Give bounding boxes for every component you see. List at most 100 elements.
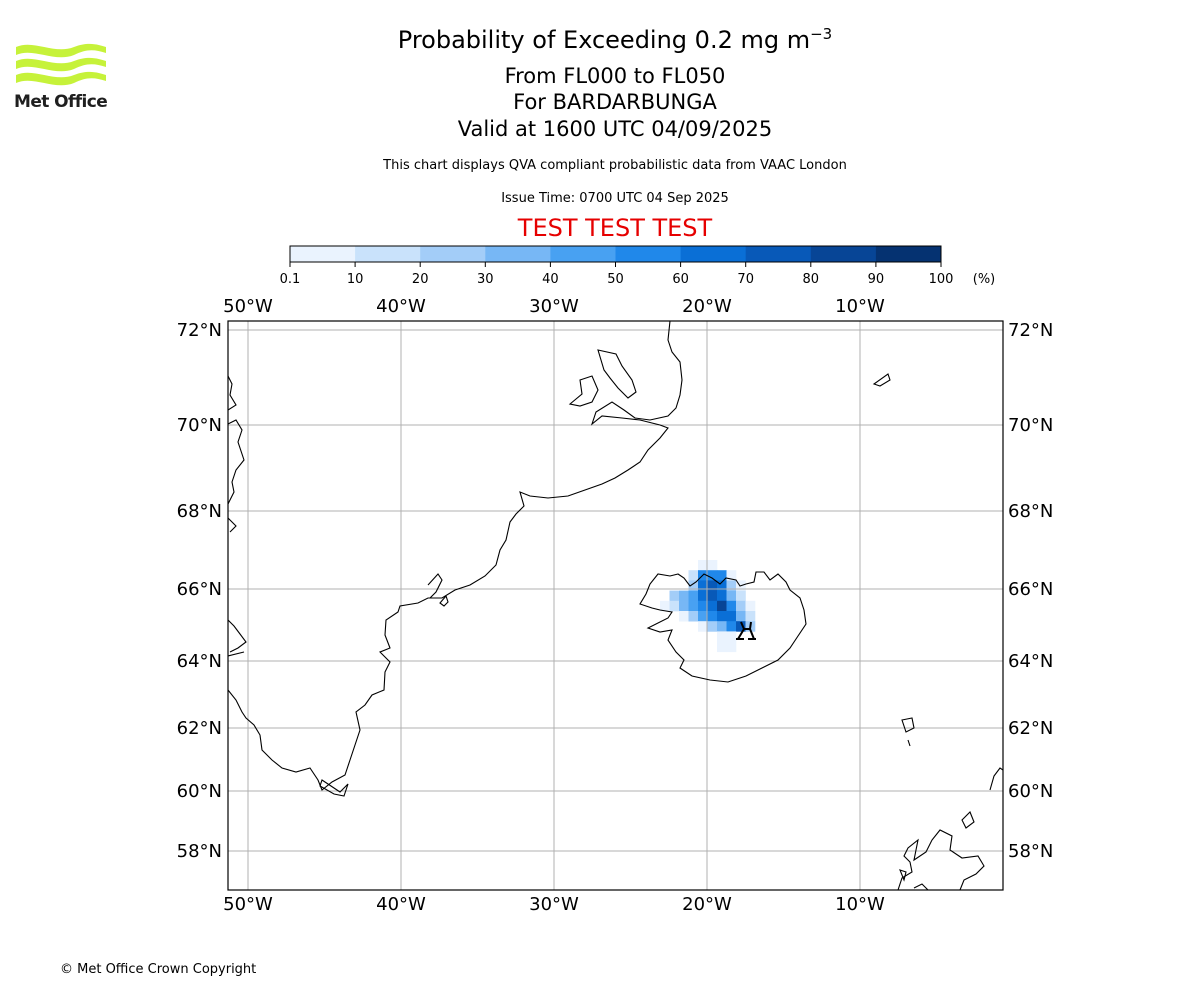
lat-label-left: 72°N [177, 320, 222, 341]
ash-cell [707, 600, 718, 612]
ash-cell [736, 600, 746, 612]
colorbar-cell [745, 246, 812, 262]
ash-cell [707, 580, 718, 591]
ash-cell [717, 600, 727, 612]
ash-cell [669, 590, 680, 602]
ash-cell [745, 600, 756, 612]
copyright-footer: © Met Office Crown Copyright [60, 962, 257, 977]
colorbar-unit: (%) [973, 272, 996, 287]
colorbar-tick-label: 50 [607, 272, 624, 287]
lat-label-right: 64°N [1008, 651, 1053, 672]
lat-label-left: 60°N [177, 781, 222, 802]
ash-cell [698, 600, 708, 612]
lon-label-top: 30°W [529, 296, 579, 317]
lat-label-left: 68°N [177, 501, 222, 522]
ash-cell [660, 600, 670, 612]
volcano-name: For BARDARBUNGA [513, 90, 717, 114]
valid-time: Valid at 1600 UTC 04/09/2025 [457, 117, 773, 141]
colorbar-tick-label: 40 [542, 272, 559, 287]
lon-label-bottom: 20°W [682, 894, 732, 915]
colorbar-cell [355, 246, 421, 262]
coastline-iceland [639, 571, 807, 683]
colorbar: 0.1 10 20 30 40 50 60 70 80 90 100 (%) [280, 245, 996, 287]
lat-label-right: 60°N [1008, 781, 1053, 802]
ash-cell [717, 641, 727, 653]
ash-cell [717, 570, 727, 581]
coastlines [228, 321, 1003, 890]
ash-cell [698, 570, 708, 581]
ash-cell [736, 580, 746, 591]
colorbar-tick-label: 90 [868, 272, 885, 287]
ash-cell [707, 611, 718, 622]
colorbar-tick-label: 0.1 [280, 272, 301, 287]
ash-cell [688, 611, 699, 622]
lat-label-right: 58°N [1008, 841, 1053, 862]
met-office-logo [16, 43, 106, 86]
colorbar-tick-label: 70 [737, 272, 754, 287]
colorbar-tick-label: 100 [929, 272, 954, 287]
ash-cell [698, 611, 708, 622]
lon-label-bottom: 10°W [835, 894, 885, 915]
colorbar-tick-label: 30 [477, 272, 494, 287]
colorbar-cell [420, 246, 486, 262]
ash-cell [726, 580, 737, 591]
ash-cell [679, 590, 689, 602]
colorbar-tick-label: 10 [347, 272, 364, 287]
lon-label-top: 40°W [376, 296, 426, 317]
lon-label-bottom: 50°W [223, 894, 273, 915]
lat-label-right: 70°N [1008, 415, 1053, 436]
lon-label-top: 50°W [223, 296, 273, 317]
colorbar-cell [615, 246, 681, 262]
volcano-icon [736, 621, 756, 640]
colorbar-tick-label: 20 [412, 272, 429, 287]
lat-label-right: 72°N [1008, 320, 1053, 341]
test-banner: TEST TEST TEST [517, 214, 713, 242]
map-frame [227, 320, 1004, 891]
coastline-greenland [228, 321, 683, 791]
lat-label-left: 64°N [177, 651, 222, 672]
logo-text: Met Office [14, 92, 108, 112]
ash-cell [669, 600, 680, 612]
lat-label-left: 62°N [177, 718, 222, 739]
ash-cell [717, 590, 727, 602]
lat-label-right: 62°N [1008, 718, 1053, 739]
ash-cell [679, 611, 689, 622]
ash-cell [717, 580, 727, 591]
graticule [228, 321, 1003, 890]
ash-cell [707, 590, 718, 602]
chart-title: Probability of Exceeding 0.2 mg m−3 [397, 25, 833, 54]
ash-cell [726, 631, 737, 642]
ash-cell [726, 611, 737, 622]
ash-cell [688, 570, 699, 581]
ash-cell [736, 590, 746, 602]
chart-note: This chart displays QVA compliant probab… [383, 158, 847, 173]
ash-cell [698, 621, 708, 632]
colorbar-cell [875, 246, 942, 262]
ash-cell [726, 570, 737, 581]
ash-cell [726, 641, 737, 653]
ash-cell [707, 621, 718, 632]
ash-cell [679, 600, 689, 612]
ash-cell [717, 631, 727, 642]
ash-cell [688, 590, 699, 602]
ash-cell [745, 621, 756, 632]
lon-label-bottom: 30°W [529, 894, 579, 915]
colorbar-tick-label: 80 [803, 272, 820, 287]
ash-cell [688, 580, 699, 591]
ash-cell [688, 600, 699, 612]
colorbar-cell [810, 246, 877, 262]
lat-label-left: 66°N [177, 579, 222, 600]
ash-cell [707, 570, 718, 581]
lat-label-left: 58°N [177, 841, 222, 862]
lat-label-left: 70°N [177, 415, 222, 436]
colorbar-cell [550, 246, 616, 262]
lat-label-right: 66°N [1008, 579, 1053, 600]
ash-cell [736, 621, 746, 632]
ash-probability-field [660, 560, 756, 653]
colorbar-cell [680, 246, 747, 262]
ash-cell [698, 560, 708, 571]
lon-label-top: 10°W [835, 296, 885, 317]
ash-cell [745, 611, 756, 622]
lon-label-top: 20°W [682, 296, 732, 317]
